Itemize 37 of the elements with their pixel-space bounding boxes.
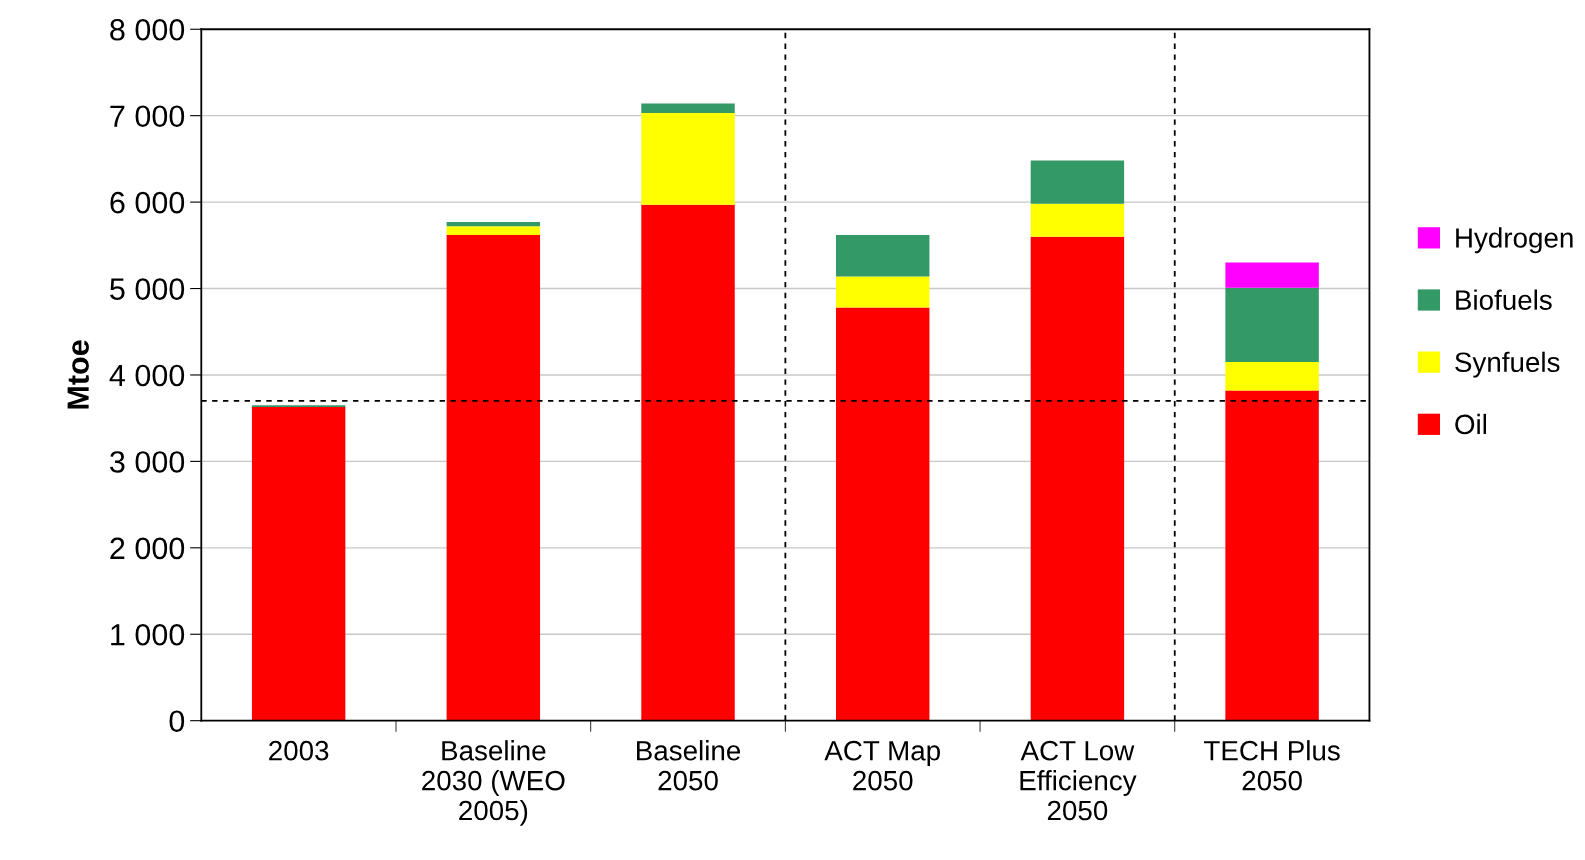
y-tick-label: 7 000	[110, 105, 185, 128]
y-tick-label: 1 000	[111, 623, 185, 646]
x-tick-label: ACT Low Efficiency 2050	[1020, 740, 1137, 821]
bar	[1030, 203, 1125, 237]
bar	[641, 103, 735, 114]
bar	[1225, 287, 1319, 362]
x-tick-label: 2003	[269, 740, 329, 761]
legend-label: Biofuels	[1456, 289, 1552, 310]
bar	[446, 226, 541, 235]
bar	[446, 221, 541, 227]
y-tick-label: 8 000	[110, 18, 185, 41]
x-tick-label: Baseline 2030 (WEO 2005)	[422, 740, 565, 826]
x-tick-label: Baseline 2050	[637, 740, 741, 791]
x-tick-label: TECH Plus 2050	[1204, 740, 1340, 791]
bar	[1225, 390, 1319, 721]
bar	[1030, 160, 1125, 204]
y-tick-label: 2 000	[110, 537, 185, 560]
y-tick-label: 0	[169, 710, 185, 733]
y-tick-label: 3 000	[110, 451, 185, 473]
bar	[1030, 236, 1125, 721]
y-tick-label: 4 000	[109, 364, 185, 387]
x-tick-label: ACT Map 2050	[824, 740, 940, 791]
y-tick-label: 5 000	[110, 278, 185, 300]
bar	[641, 113, 735, 205]
legend-label: Hydrogen	[1456, 227, 1573, 254]
legend-label: Synfuels	[1455, 351, 1560, 378]
bar	[835, 234, 930, 277]
bar	[446, 234, 541, 721]
bar	[835, 307, 930, 721]
bar	[641, 204, 735, 721]
bar	[835, 276, 930, 308]
y-axis-title: Mtoe	[67, 340, 89, 409]
bar	[1225, 262, 1319, 288]
bar	[251, 406, 346, 721]
y-tick-label: 6 000	[110, 191, 185, 214]
legend-label: Oil	[1455, 413, 1487, 435]
bar	[1225, 362, 1319, 391]
